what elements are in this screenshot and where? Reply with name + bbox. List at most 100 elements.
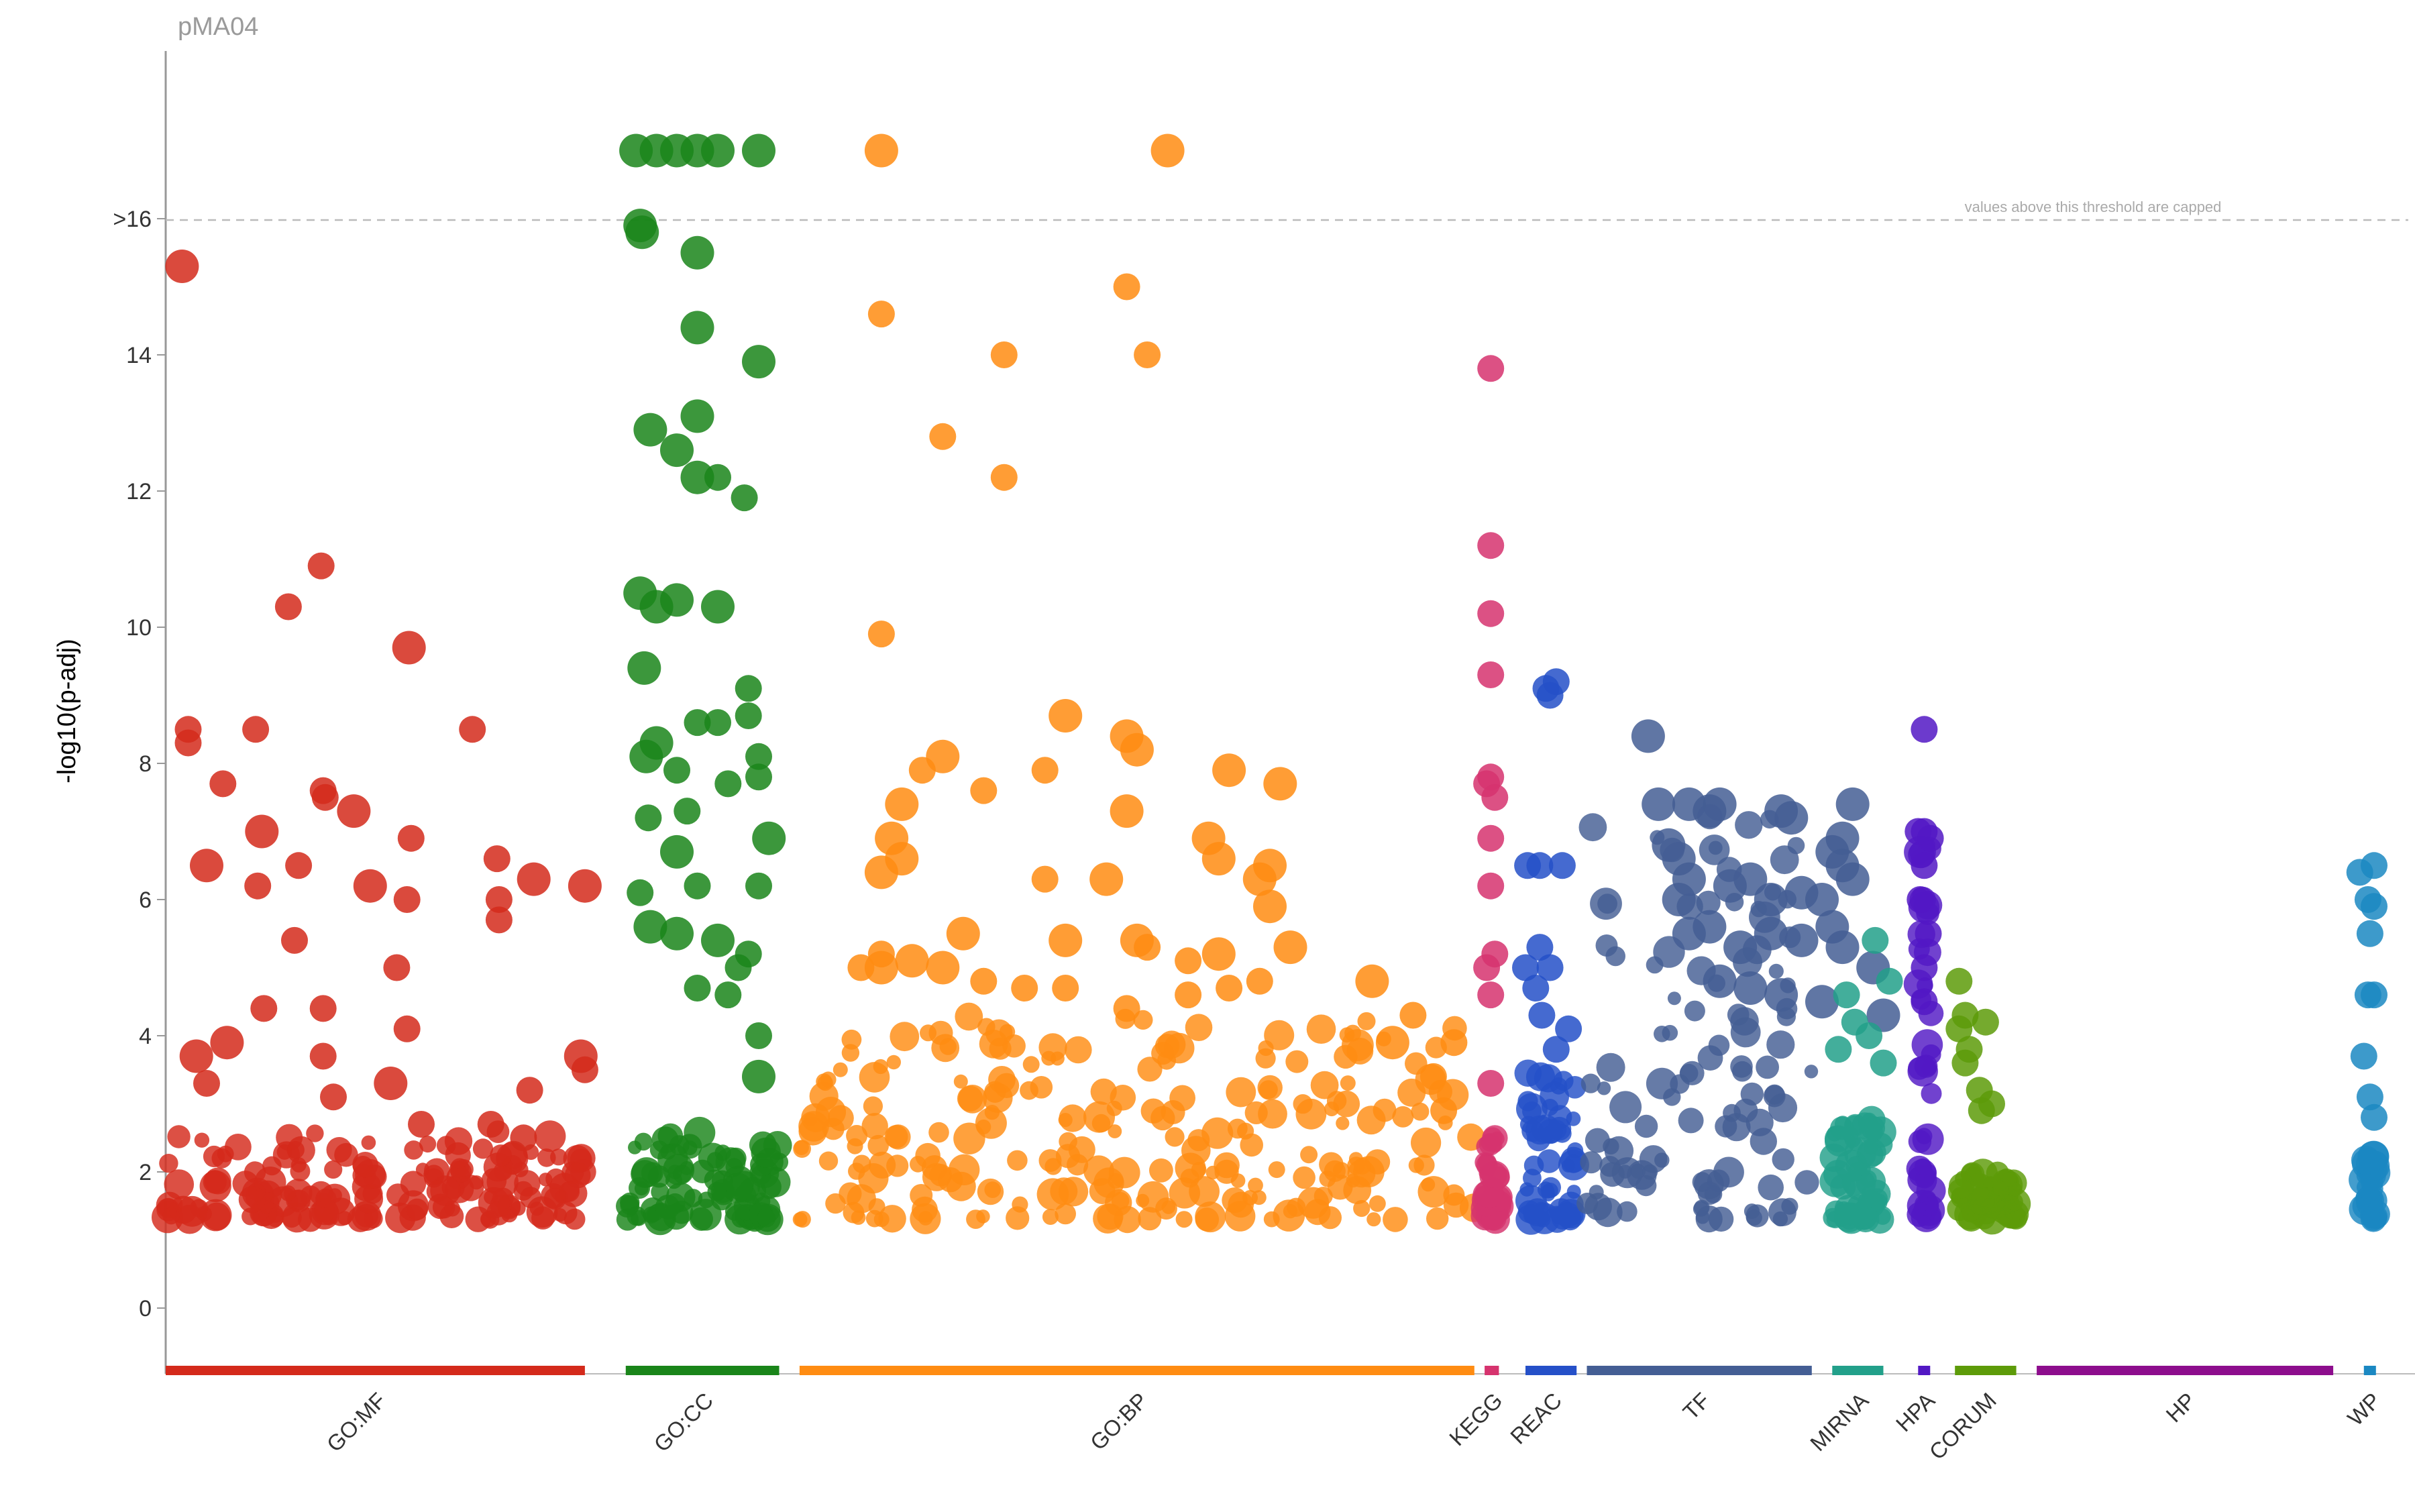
data-point[interactable] xyxy=(1662,883,1696,916)
data-point[interactable] xyxy=(1835,787,1870,821)
data-point[interactable] xyxy=(209,770,237,798)
data-point[interactable] xyxy=(745,743,772,770)
data-point[interactable] xyxy=(1031,865,1059,893)
data-point[interactable] xyxy=(1972,1008,1999,1036)
data-point[interactable] xyxy=(1733,862,1768,896)
data-point[interactable] xyxy=(311,784,339,811)
data-point[interactable] xyxy=(714,770,742,798)
data-point[interactable] xyxy=(190,849,223,883)
data-point[interactable] xyxy=(1216,975,1243,1002)
data-point[interactable] xyxy=(1911,852,1938,879)
data-point[interactable] xyxy=(908,757,936,784)
data-point[interactable] xyxy=(1542,1036,1570,1063)
data-point[interactable] xyxy=(1253,889,1287,924)
data-point[interactable] xyxy=(929,423,957,450)
data-point[interactable] xyxy=(374,1067,408,1100)
data-point[interactable] xyxy=(397,824,425,852)
data-point[interactable] xyxy=(742,1059,775,1093)
data-point[interactable] xyxy=(1477,1070,1505,1097)
data-point[interactable] xyxy=(1052,975,1079,1002)
data-point[interactable] xyxy=(1876,967,1903,995)
data-point[interactable] xyxy=(244,872,272,900)
data-point[interactable] xyxy=(1555,1015,1582,1042)
data-point[interactable] xyxy=(663,757,690,784)
data-point[interactable] xyxy=(485,886,513,913)
data-point[interactable] xyxy=(1246,967,1273,995)
data-point[interactable] xyxy=(510,1124,537,1152)
data-point[interactable] xyxy=(393,1015,421,1042)
data-point[interactable] xyxy=(242,716,270,743)
data-point[interactable] xyxy=(684,975,711,1002)
data-point[interactable] xyxy=(735,675,762,702)
data-point[interactable] xyxy=(1049,923,1083,957)
data-point[interactable] xyxy=(179,1039,213,1073)
data-point[interactable] xyxy=(1526,934,1554,961)
data-point[interactable] xyxy=(1263,767,1297,801)
data-point[interactable] xyxy=(867,620,895,648)
data-point[interactable] xyxy=(245,814,279,849)
data-point[interactable] xyxy=(704,709,731,737)
data-point[interactable] xyxy=(1212,753,1246,788)
data-point[interactable] xyxy=(1723,930,1758,965)
data-point[interactable] xyxy=(1733,971,1768,1005)
data-point[interactable] xyxy=(320,1083,347,1111)
data-point[interactable] xyxy=(1201,937,1236,971)
data-point[interactable] xyxy=(990,341,1018,368)
data-point[interactable] xyxy=(1031,757,1059,784)
data-point[interactable] xyxy=(1522,975,1550,1002)
data-point[interactable] xyxy=(1473,954,1501,981)
data-point[interactable] xyxy=(1134,341,1161,368)
data-point[interactable] xyxy=(1805,883,1839,916)
data-point[interactable] xyxy=(1835,862,1870,896)
data-point[interactable] xyxy=(2356,1083,2383,1111)
data-point[interactable] xyxy=(680,460,714,494)
data-point[interactable] xyxy=(1856,1022,1883,1049)
data-point[interactable] xyxy=(926,951,960,985)
data-point[interactable] xyxy=(867,301,895,328)
data-point[interactable] xyxy=(627,879,654,906)
data-point[interactable] xyxy=(742,133,775,168)
data-point[interactable] xyxy=(635,804,662,832)
data-point[interactable] xyxy=(1477,661,1505,688)
data-point[interactable] xyxy=(517,862,551,896)
data-point[interactable] xyxy=(701,923,735,957)
data-point[interactable] xyxy=(1477,355,1505,382)
data-point[interactable] xyxy=(1784,923,1819,957)
data-point[interactable] xyxy=(210,1026,244,1060)
data-point[interactable] xyxy=(1355,964,1389,998)
data-point[interactable] xyxy=(1477,872,1505,900)
data-point[interactable] xyxy=(1825,930,1860,965)
data-point[interactable] xyxy=(660,583,694,617)
data-point[interactable] xyxy=(1911,954,1938,981)
data-point[interactable] xyxy=(571,1056,598,1083)
data-point[interactable] xyxy=(660,433,694,468)
data-point[interactable] xyxy=(629,739,663,773)
data-point[interactable] xyxy=(633,413,667,447)
data-point[interactable] xyxy=(353,869,387,903)
data-point[interactable] xyxy=(864,855,898,889)
data-point[interactable] xyxy=(714,981,742,1009)
data-point[interactable] xyxy=(633,910,667,944)
data-point[interactable] xyxy=(1805,985,1839,1019)
data-point[interactable] xyxy=(990,464,1018,491)
data-point[interactable] xyxy=(1430,1097,1458,1124)
data-point[interactable] xyxy=(946,916,980,951)
data-point[interactable] xyxy=(1754,883,1788,916)
data-point[interactable] xyxy=(1399,1002,1427,1029)
data-point[interactable] xyxy=(2350,1042,2377,1070)
data-point[interactable] xyxy=(752,821,786,855)
data-point[interactable] xyxy=(393,886,421,913)
data-point[interactable] xyxy=(174,729,202,757)
data-point[interactable] xyxy=(847,954,875,981)
data-point[interactable] xyxy=(704,464,731,491)
data-point[interactable] xyxy=(745,763,772,791)
data-point[interactable] xyxy=(1134,934,1161,961)
data-point[interactable] xyxy=(680,399,714,433)
data-point[interactable] xyxy=(1242,862,1277,896)
data-point[interactable] xyxy=(1703,787,1737,821)
data-point[interactable] xyxy=(1110,794,1144,828)
data-point[interactable] xyxy=(1150,133,1185,168)
data-point[interactable] xyxy=(459,716,486,743)
data-point[interactable] xyxy=(1049,699,1083,733)
data-point[interactable] xyxy=(1532,675,1560,702)
